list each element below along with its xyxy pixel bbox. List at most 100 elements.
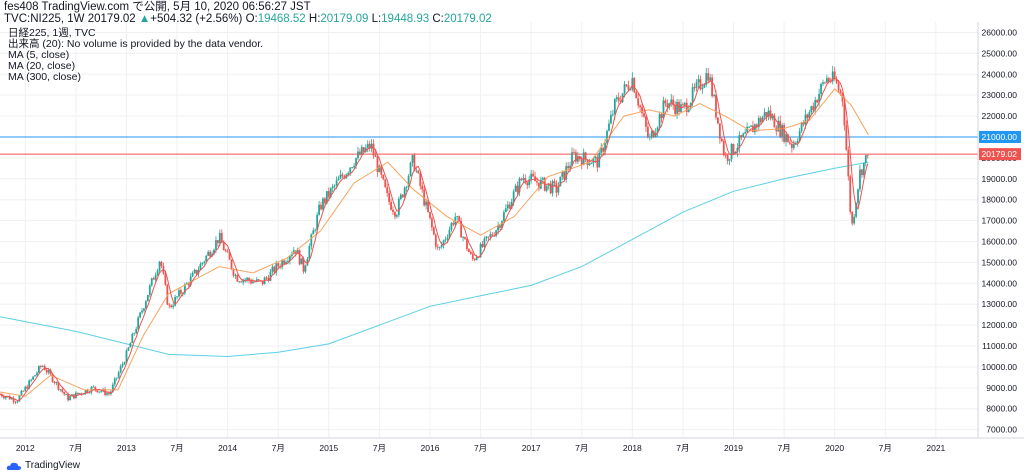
candle-body (339, 174, 342, 179)
candle (374, 150, 377, 158)
candle (14, 401, 17, 405)
candle (146, 294, 149, 302)
candle (63, 391, 66, 396)
candle-body (781, 124, 784, 137)
candle (633, 77, 636, 94)
candle (166, 283, 169, 306)
candle-body (732, 143, 735, 154)
legend-ma300[interactable]: MA (300, close) (8, 71, 81, 83)
candle-body (615, 97, 618, 100)
legend-ma5[interactable]: MA (5, close) (8, 49, 70, 61)
candle (539, 176, 542, 190)
candle (555, 180, 558, 198)
candle-body (115, 377, 118, 379)
candle (763, 108, 766, 120)
candle-body (829, 81, 832, 83)
candle (750, 125, 752, 128)
candle-body (38, 366, 40, 373)
candle (623, 80, 626, 98)
candle (131, 332, 134, 344)
candle-body (738, 135, 741, 148)
candle (236, 273, 239, 282)
candle (442, 239, 445, 249)
candle-body (658, 114, 661, 128)
candle (611, 110, 614, 117)
candle-body (720, 138, 723, 142)
y-tick-label: 23000.00 (982, 90, 1018, 100)
candle-body (150, 278, 153, 286)
candle-body (814, 99, 817, 110)
price-marker-label: 20179.02 (982, 149, 1018, 159)
candle (646, 121, 649, 139)
candle (100, 390, 103, 393)
candle-body (331, 186, 334, 189)
candle-body (370, 143, 373, 149)
tradingview-logo[interactable]: TradingView (6, 460, 80, 471)
candle (125, 348, 128, 363)
candle (34, 374, 36, 377)
candle (24, 385, 27, 392)
candle-body (789, 142, 791, 144)
candle (831, 65, 834, 85)
candle-body (22, 390, 25, 392)
candle-body (796, 140, 799, 144)
candle-body (380, 165, 383, 175)
candle-body (524, 177, 527, 183)
candle-body (199, 264, 202, 270)
candle-body (368, 143, 371, 149)
candle-body (197, 269, 200, 274)
candle (475, 254, 478, 261)
candle-body (703, 84, 706, 88)
candle-body (135, 328, 138, 334)
candle-body (438, 247, 441, 248)
x-tick-label: 7月 (777, 443, 790, 453)
candle-body (170, 305, 173, 308)
time-axis[interactable]: 2012 7月 2013 7月 2014 7月 2015 7月 2016 7月 2017 7月 2018… (16, 443, 946, 453)
candle-body (827, 78, 830, 82)
candle (150, 277, 153, 287)
candle-body (399, 194, 402, 199)
candle-body (100, 391, 103, 393)
candle (394, 211, 396, 220)
close-label: C: (432, 13, 444, 25)
candle-body (787, 134, 789, 143)
legend-volume[interactable]: 出来高 (20): No volume is provided by the d… (8, 38, 264, 50)
candle (117, 370, 120, 379)
candle-body (734, 151, 737, 154)
candle-body (777, 120, 780, 132)
candle-body (211, 253, 213, 257)
price-axis[interactable]: 7000.00 8000.00 9000.00 10000.00 11000.00 120… (982, 27, 1018, 434)
candle (127, 346, 130, 352)
candle-body (662, 100, 665, 119)
candle (364, 144, 367, 153)
candle (141, 307, 143, 315)
candle (660, 113, 663, 123)
candle (549, 180, 552, 195)
candle (818, 88, 821, 107)
candle (866, 154, 869, 159)
legend-ma20[interactable]: MA (20, close) (8, 60, 76, 72)
candle-body (376, 156, 379, 173)
legend-series[interactable]: 日経225, 1週, TVC (8, 27, 96, 39)
candle (417, 169, 420, 174)
candle-body (133, 333, 136, 334)
candle-body (80, 393, 83, 395)
y-tick-label: 26000.00 (982, 27, 1018, 37)
candle (571, 147, 573, 167)
y-tick-label: 18000.00 (982, 195, 1018, 205)
candle-body (835, 79, 838, 84)
candle-body (121, 363, 124, 367)
candle-body (71, 394, 73, 397)
candle-body (471, 253, 474, 259)
candle-body (785, 134, 787, 142)
candle-body (680, 104, 682, 113)
x-tick-label: 7月 (69, 443, 82, 453)
candle (645, 115, 647, 133)
candle (434, 233, 437, 250)
candle-body (709, 77, 712, 81)
candle-body (861, 169, 863, 176)
candle (271, 263, 274, 276)
publish-text: fes408 TradingView.com で公開, 5月 10, 2020 … (4, 1, 311, 13)
symbol-interval[interactable]: TVC:NI225, 1W (4, 13, 85, 25)
